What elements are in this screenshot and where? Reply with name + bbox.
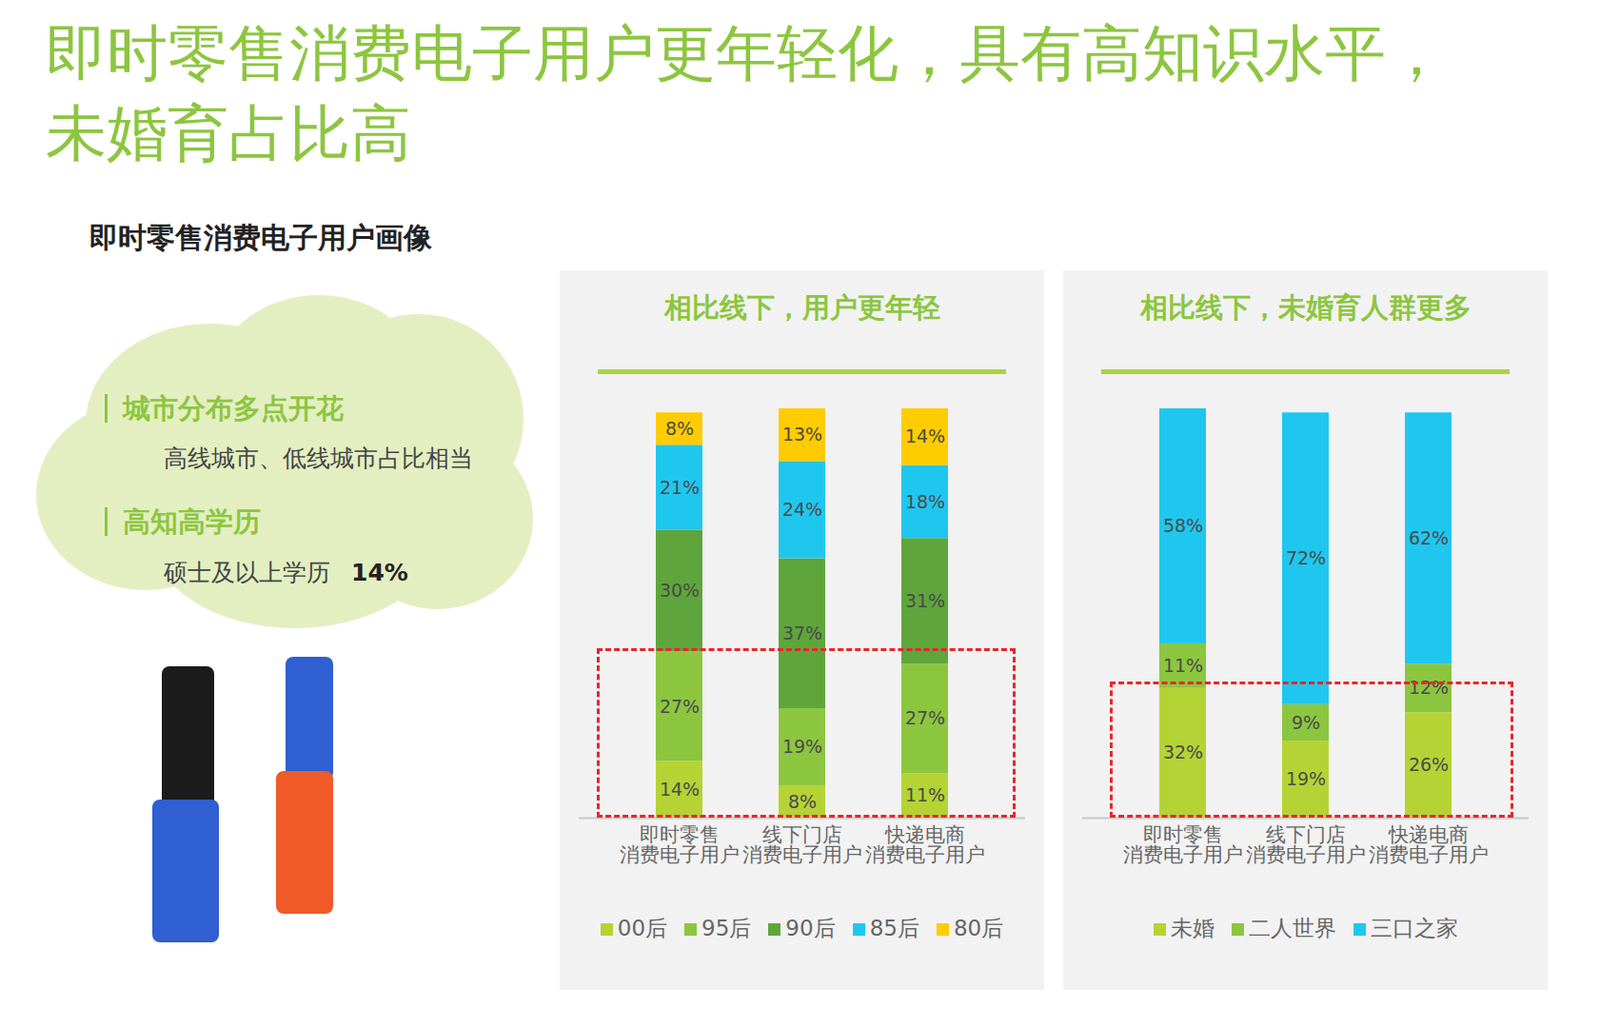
svg-text:8%: 8% [788, 790, 817, 812]
svg-text:12%: 12% [1408, 676, 1449, 698]
html-text:相比线下，用户更年轻: 相比线下，用户更年轻 [663, 291, 940, 324]
svg-text:24%: 24% [782, 498, 823, 520]
svg-text:58%: 58% [1163, 514, 1204, 536]
html-text:00后: 00后 [617, 915, 668, 941]
svg-text:19%: 19% [1285, 768, 1326, 790]
svg-text:11%: 11% [905, 784, 946, 806]
html-text:未婚: 未婚 [1170, 915, 1215, 941]
html-text:高线城市、低线城市占比相当: 高线城市、低线城市占比相当 [163, 444, 474, 473]
svg-text:62%: 62% [1408, 527, 1449, 549]
svg-text:快递电商消费电子用户: 快递电商消费电子用户 [865, 823, 986, 867]
svg-text:13%: 13% [782, 423, 823, 445]
svg-text:26%: 26% [1408, 753, 1449, 775]
html-text:即时零售消费电子用户更年轻化，具有高知识水平， 未婚育占比高: 即时零售消费电子用户更年轻化，具有高知识水平， 未婚育占比高 [45, 18, 1447, 169]
svg-text:27%: 27% [905, 707, 946, 729]
svg-text:32%: 32% [1163, 741, 1204, 763]
html-text:三口之家: 三口之家 [1370, 915, 1458, 941]
html-text:14%: 14% [351, 558, 409, 587]
svg-text:14%: 14% [905, 425, 946, 447]
html-text:80后: 80后 [953, 915, 1004, 941]
html-text:硕士及以上学历: 硕士及以上学历 [163, 558, 331, 587]
svg-text:14%: 14% [659, 778, 700, 800]
svg-text:21%: 21% [659, 476, 700, 498]
svg-text:线下门店消费电子用户: 线下门店消费电子用户 [1245, 823, 1366, 867]
html-text:高知高学历: 高知高学历 [122, 505, 261, 538]
html-text:城市分布多点开花: 城市分布多点开花 [122, 392, 344, 425]
svg-text:30%: 30% [659, 579, 700, 601]
svg-text:即时零售消费电子用户: 即时零售消费电子用户 [1123, 823, 1244, 867]
svg-text:37%: 37% [782, 622, 823, 644]
svg-text:快递电商消费电子用户: 快递电商消费电子用户 [1368, 823, 1489, 867]
html-text:二人世界: 二人世界 [1248, 915, 1336, 941]
svg-text:27%: 27% [659, 695, 700, 717]
svg-text:18%: 18% [905, 491, 946, 513]
svg-text:72%: 72% [1285, 547, 1326, 569]
svg-text:8%: 8% [665, 417, 694, 439]
svg-text:9%: 9% [1291, 711, 1321, 733]
html-text:90后: 90后 [785, 915, 836, 941]
svg-text:即时零售消费电子用户: 即时零售消费电子用户 [619, 823, 740, 867]
svg-text:19%: 19% [782, 735, 823, 757]
html-text:相比线下，未婚育人群更多: 相比线下，未婚育人群更多 [1139, 291, 1472, 324]
html-text:95后: 95后 [701, 915, 752, 941]
html-text:即时零售消费电子用户画像: 即时零售消费电子用户画像 [89, 220, 433, 255]
html-text:85后: 85后 [869, 915, 920, 941]
svg-text:线下门店消费电子用户: 线下门店消费电子用户 [742, 823, 863, 867]
svg-text:31%: 31% [905, 590, 946, 612]
svg-text:11%: 11% [1163, 654, 1204, 676]
